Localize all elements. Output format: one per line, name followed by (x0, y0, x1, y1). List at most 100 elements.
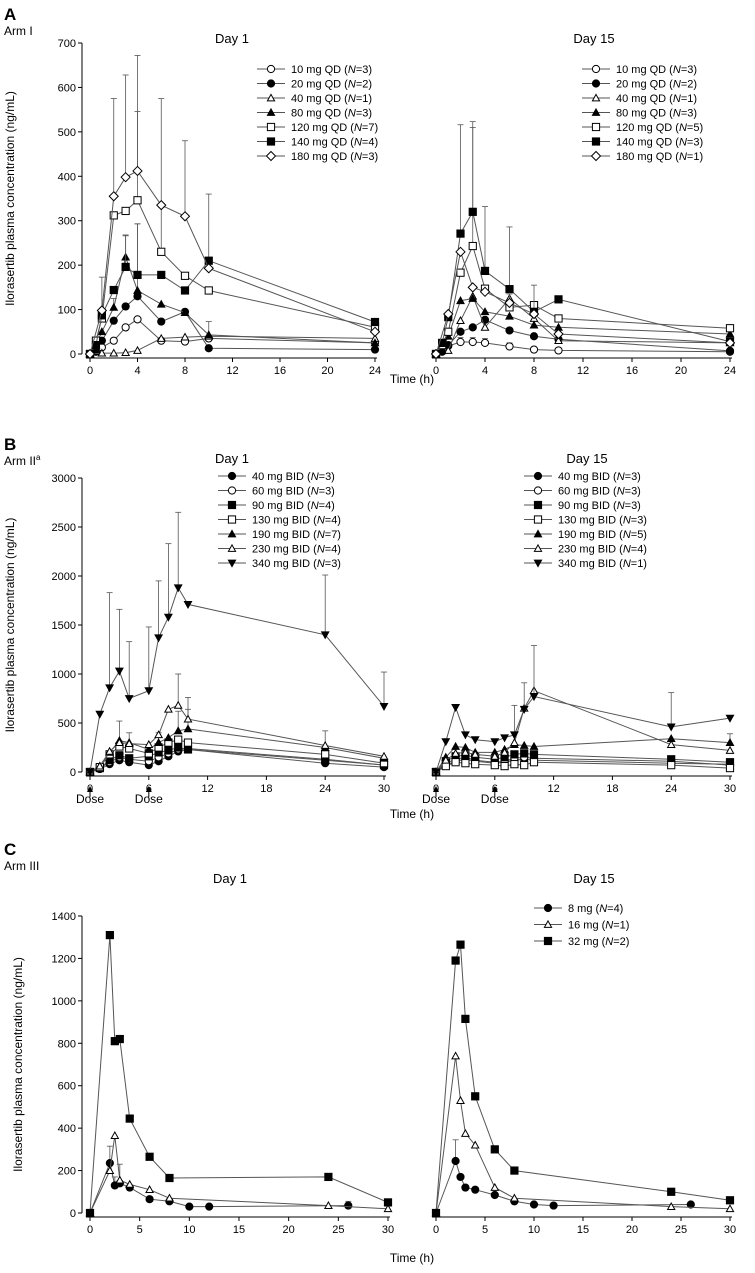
legend-n-symbol: N (673, 108, 681, 120)
legend-n-symbol: N (623, 558, 631, 570)
legend-label: 140 mg QD (N=3) (616, 137, 703, 149)
data-point (203, 263, 214, 274)
legend-n-symbol: N (317, 558, 325, 570)
data-point (456, 1172, 465, 1182)
data-point (438, 338, 447, 347)
data-point (180, 286, 190, 295)
y-tick-label-b: 0 (70, 767, 76, 779)
legend-label: 180 mg QD (N=1) (616, 151, 703, 163)
legend-n-symbol: N (673, 64, 681, 76)
data-point (725, 329, 735, 338)
plot-a-day-1: Day 1 0 4 8 12 16 20 24 0 100 200 300 400 500 600 700 10… (58, 31, 381, 377)
legend-marker-icon (533, 559, 543, 568)
legend-n-symbol: N (317, 515, 325, 527)
data-point (164, 746, 173, 755)
x-tick-label-a-day-1: 0 (87, 365, 93, 377)
data-point (183, 738, 193, 747)
dose-label: Dose (422, 792, 450, 806)
dose-arrowhead-icon (145, 786, 152, 792)
data-point (97, 348, 107, 357)
data-point (344, 1201, 353, 1210)
data-point (471, 1092, 480, 1101)
data-point (529, 750, 539, 759)
data-point (105, 746, 115, 755)
series-b-day-1-340-mg-bid (85, 511, 389, 777)
legend-b-day-15: 40 mg BID (N=3)60 mg BID (N=3)90 mg BID … (524, 471, 647, 570)
series-a-day-1-140-mg-qd (85, 193, 380, 359)
legend-n-symbol: N (673, 79, 681, 91)
legend-n-symbol: N (354, 137, 362, 149)
data-point (520, 749, 529, 758)
data-point (456, 1095, 465, 1104)
y-tick-label-b: 2500 (52, 522, 76, 534)
data-point (109, 348, 119, 357)
data-point (124, 738, 134, 747)
data-point (145, 1152, 154, 1161)
data-point (460, 1128, 470, 1137)
data-point (431, 768, 441, 777)
data-point (529, 320, 539, 329)
legend-marker-icon (533, 515, 543, 524)
legend-n-symbol: N (348, 79, 356, 91)
data-point (667, 761, 676, 770)
x-tick-label-a-day-15: 8 (531, 365, 537, 377)
legend-c-day-15: 8 mg (N=4)16 mg (N=1)32 mg (N=2) (534, 903, 629, 948)
data-point (165, 1173, 174, 1183)
data-point (156, 199, 167, 211)
legend-label: 60 mg BID (N=3) (558, 486, 641, 498)
legend-n-value: =3) (625, 500, 641, 512)
data-point (470, 1140, 480, 1149)
data-point (461, 759, 470, 768)
legend-n-value: =3) (356, 64, 372, 76)
x-axis-title-b: Time (h) (390, 807, 434, 821)
data-point (510, 750, 519, 759)
legend-n-value: =1) (631, 558, 647, 570)
legend-n-symbol: N (623, 544, 631, 556)
x-tick-label-c-day-15: 10 (528, 1224, 540, 1236)
data-point (519, 740, 529, 749)
x-axis-title-c: Time (h) (390, 1251, 434, 1265)
x-tick-label-a-day-15: 20 (675, 365, 687, 377)
legend-marker-icon (533, 500, 543, 510)
y-tick-label-b: 3000 (52, 473, 76, 485)
legend-marker-icon (591, 79, 601, 88)
y-tick-label-b: 1500 (52, 620, 76, 632)
legend-dose: 90 mg BID ( (558, 500, 617, 512)
x-tick-label-c-day-15: 15 (577, 1224, 589, 1236)
series-line (89, 295, 376, 355)
x-tick-label-a-day-15: 12 (577, 365, 589, 377)
data-point (529, 758, 539, 767)
legend-n-symbol: N (317, 544, 325, 556)
data-point (451, 1156, 460, 1166)
data-point (725, 346, 735, 355)
data-point (456, 229, 465, 238)
data-point (431, 1208, 441, 1218)
legend-n-symbol: N (617, 500, 625, 512)
data-point (461, 1183, 470, 1192)
legend-n-value: =2) (681, 79, 697, 91)
legend-marker-icon (227, 529, 237, 538)
data-point (509, 737, 519, 746)
data-point (145, 1195, 154, 1204)
legend-marker-icon (533, 543, 543, 552)
series-line (435, 319, 731, 355)
y-tick-label-a: 300 (58, 216, 76, 228)
legend-marker-icon (227, 515, 237, 524)
data-point (125, 1179, 135, 1188)
legend-marker-icon (227, 559, 237, 568)
x-tick-label-b-day-15: 18 (606, 783, 618, 795)
data-point (456, 327, 465, 336)
data-point (505, 326, 514, 335)
y-tick-label-a: 700 (58, 38, 76, 50)
data-point (455, 246, 466, 258)
data-point (724, 337, 736, 349)
legend-marker-icon (543, 903, 553, 913)
dose-marker-b-day-1: Dose (76, 786, 104, 806)
series-c-day-15-16-mg (431, 1051, 735, 1217)
data-point (183, 745, 193, 754)
legend-n-value: =2) (613, 936, 629, 948)
legend-marker-icon (533, 529, 543, 538)
legend-marker-icon (227, 500, 237, 510)
